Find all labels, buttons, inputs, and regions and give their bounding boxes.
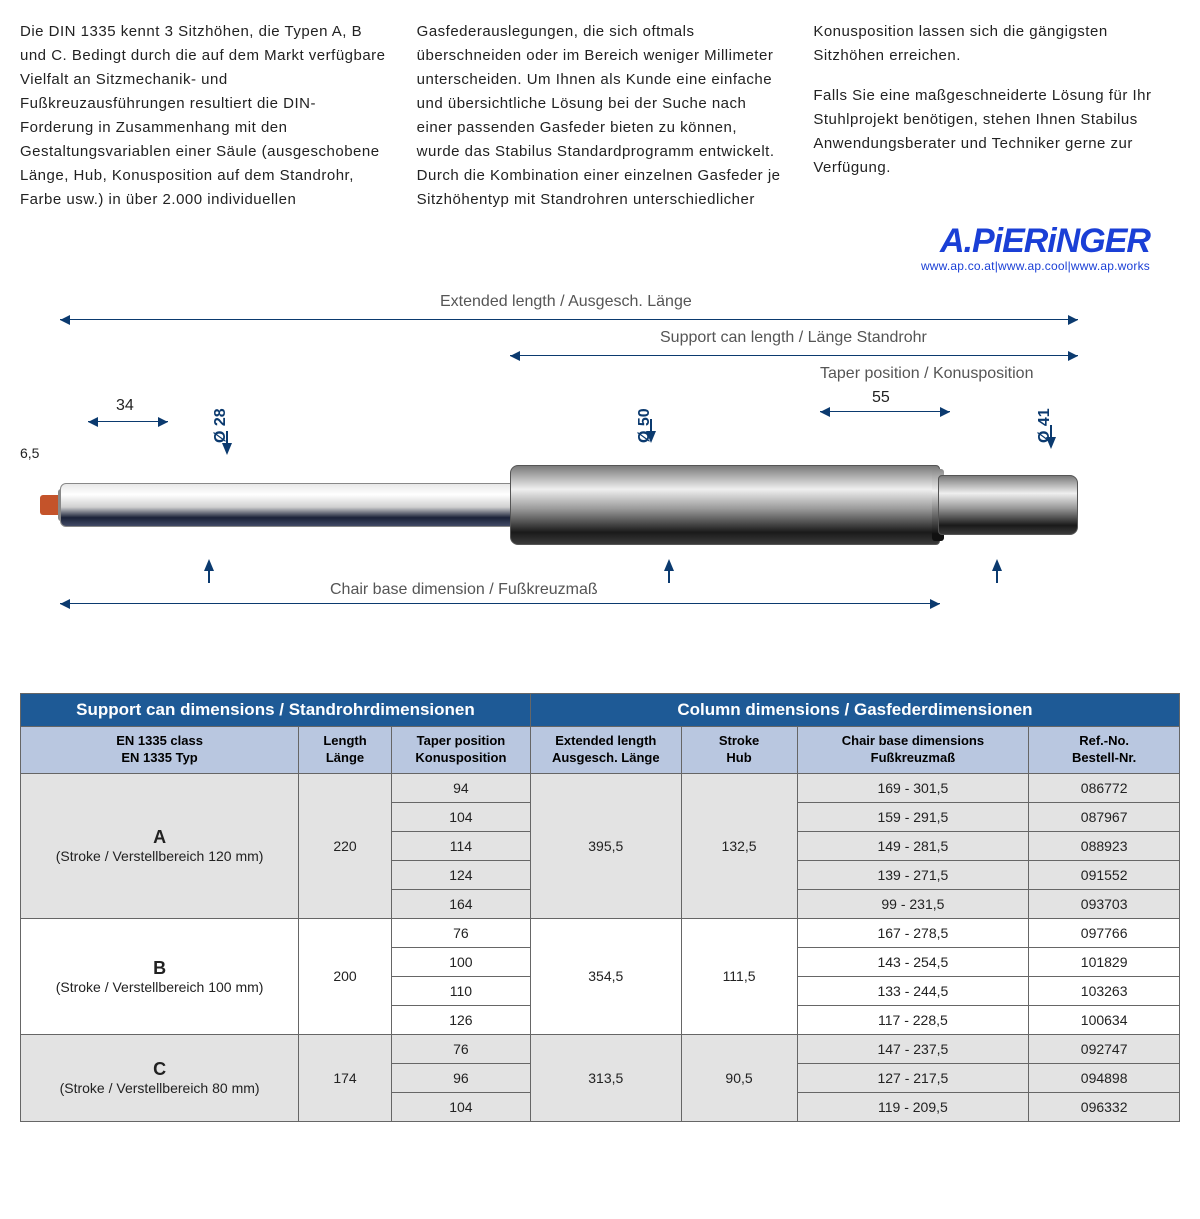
cell-chairbase: 99 - 231,5	[797, 889, 1029, 918]
cell-chairbase: 159 - 291,5	[797, 802, 1029, 831]
cell-ref: 097766	[1029, 918, 1180, 947]
cell-taper: 76	[391, 1034, 530, 1063]
cell-length: 200	[299, 918, 392, 1034]
intro-para-2: Falls Sie eine maßgeschneiderte Lösung f…	[813, 84, 1180, 180]
cell-ref: 087967	[1029, 802, 1180, 831]
label-chairbase: Chair base dimension / Fußkreuzmaß	[330, 581, 598, 599]
cell-stroke: 132,5	[681, 773, 797, 918]
cell-chairbase: 167 - 278,5	[797, 918, 1029, 947]
gas-spring-diagram: Extended length / Ausgesch. Länge Suppor…	[20, 293, 1180, 653]
val-34: 34	[116, 397, 134, 415]
arrow-chairbase	[60, 603, 940, 604]
col-ref: Ref.-No.Bestell-Nr.	[1029, 727, 1180, 774]
hdr-column: Column dimensions / Gasfederdimensionen	[530, 694, 1179, 727]
cell-chairbase: 147 - 237,5	[797, 1034, 1029, 1063]
cell-taper: 104	[391, 1092, 530, 1121]
col-cb: Chair base dimensionsFußkreuzmaß	[797, 727, 1029, 774]
spec-table: Support can dimensions / Standrohrdimens…	[20, 693, 1180, 1122]
cell-chairbase: 169 - 301,5	[797, 773, 1029, 802]
cell-class: A(Stroke / Verstellbereich 120 mm)	[21, 773, 299, 918]
cell-stroke: 111,5	[681, 918, 797, 1034]
cell-length: 174	[299, 1034, 392, 1121]
cell-stroke: 90,5	[681, 1034, 797, 1121]
cell-chairbase: 127 - 217,5	[797, 1063, 1029, 1092]
col-ext: Extended lengthAusgesch. Länge	[530, 727, 681, 774]
arrow-d50	[642, 419, 660, 447]
cell-ref: 091552	[1029, 860, 1180, 889]
arrow-34	[88, 421, 168, 422]
val-55: 55	[872, 389, 890, 407]
cell-taper: 110	[391, 976, 530, 1005]
cell-taper: 126	[391, 1005, 530, 1034]
cell-taper: 94	[391, 773, 530, 802]
logo: A.PiERiNGER www.ap.co.at|www.ap.cool|www…	[20, 222, 1150, 273]
cell-ref: 092747	[1029, 1034, 1180, 1063]
label-taper-pos: Taper position / Konusposition	[820, 365, 1033, 383]
spring-taper	[938, 475, 1078, 535]
cell-ext: 354,5	[530, 918, 681, 1034]
cell-ext: 395,5	[530, 773, 681, 918]
cell-chairbase: 143 - 254,5	[797, 947, 1029, 976]
arrow-support	[510, 355, 1078, 356]
cell-taper: 104	[391, 802, 530, 831]
cell-chairbase: 139 - 271,5	[797, 860, 1029, 889]
col-class: EN 1335 classEN 1335 Typ	[21, 727, 299, 774]
intro-text: Die DIN 1335 kennt 3 Sitzhöhen, die Type…	[20, 20, 1180, 212]
cell-ref: 101829	[1029, 947, 1180, 976]
cell-ref: 088923	[1029, 831, 1180, 860]
logo-text: A.PiERiNGER	[20, 222, 1150, 261]
table-row: B(Stroke / Verstellbereich 100 mm)200763…	[21, 918, 1180, 947]
table-row: A(Stroke / Verstellbereich 120 mm)220943…	[21, 773, 1180, 802]
table-row: C(Stroke / Verstellbereich 80 mm)1747631…	[21, 1034, 1180, 1063]
cell-chairbase: 117 - 228,5	[797, 1005, 1029, 1034]
col-length: LengthLänge	[299, 727, 392, 774]
label-support-can: Support can length / Länge Standrohr	[660, 329, 927, 347]
arrow-d41	[1042, 425, 1060, 453]
cell-class: C(Stroke / Verstellbereich 80 mm)	[21, 1034, 299, 1121]
cell-ref: 103263	[1029, 976, 1180, 1005]
arrow-taper55	[820, 411, 950, 412]
cell-taper: 100	[391, 947, 530, 976]
col-stroke: StrokeHub	[681, 727, 797, 774]
cell-taper: 76	[391, 918, 530, 947]
arrow-extended	[60, 319, 1078, 320]
cell-taper: 96	[391, 1063, 530, 1092]
cell-class: B(Stroke / Verstellbereich 100 mm)	[21, 918, 299, 1034]
cell-ref: 096332	[1029, 1092, 1180, 1121]
cell-ext: 313,5	[530, 1034, 681, 1121]
cell-ref: 086772	[1029, 773, 1180, 802]
up-arrow-3	[988, 555, 1006, 583]
cell-chairbase: 133 - 244,5	[797, 976, 1029, 1005]
logo-urls: www.ap.co.at|www.ap.cool|www.ap.works	[20, 259, 1150, 273]
cell-length: 220	[299, 773, 392, 918]
cell-taper: 114	[391, 831, 530, 860]
cell-ref: 093703	[1029, 889, 1180, 918]
cell-taper: 124	[391, 860, 530, 889]
hdr-support: Support can dimensions / Standrohrdimens…	[21, 694, 531, 727]
cell-ref: 100634	[1029, 1005, 1180, 1034]
up-arrow-2	[660, 555, 678, 583]
spring-body	[510, 465, 940, 545]
cell-taper: 164	[391, 889, 530, 918]
arrow-d28	[218, 431, 236, 459]
col-taper: Taper positionKonusposition	[391, 727, 530, 774]
up-arrow-1	[200, 555, 218, 583]
spring-rod	[60, 483, 520, 527]
cell-ref: 094898	[1029, 1063, 1180, 1092]
label-extended-length: Extended length / Ausgesch. Länge	[440, 293, 692, 311]
val-6-5: 6,5	[20, 445, 39, 461]
cell-chairbase: 119 - 209,5	[797, 1092, 1029, 1121]
cell-chairbase: 149 - 281,5	[797, 831, 1029, 860]
